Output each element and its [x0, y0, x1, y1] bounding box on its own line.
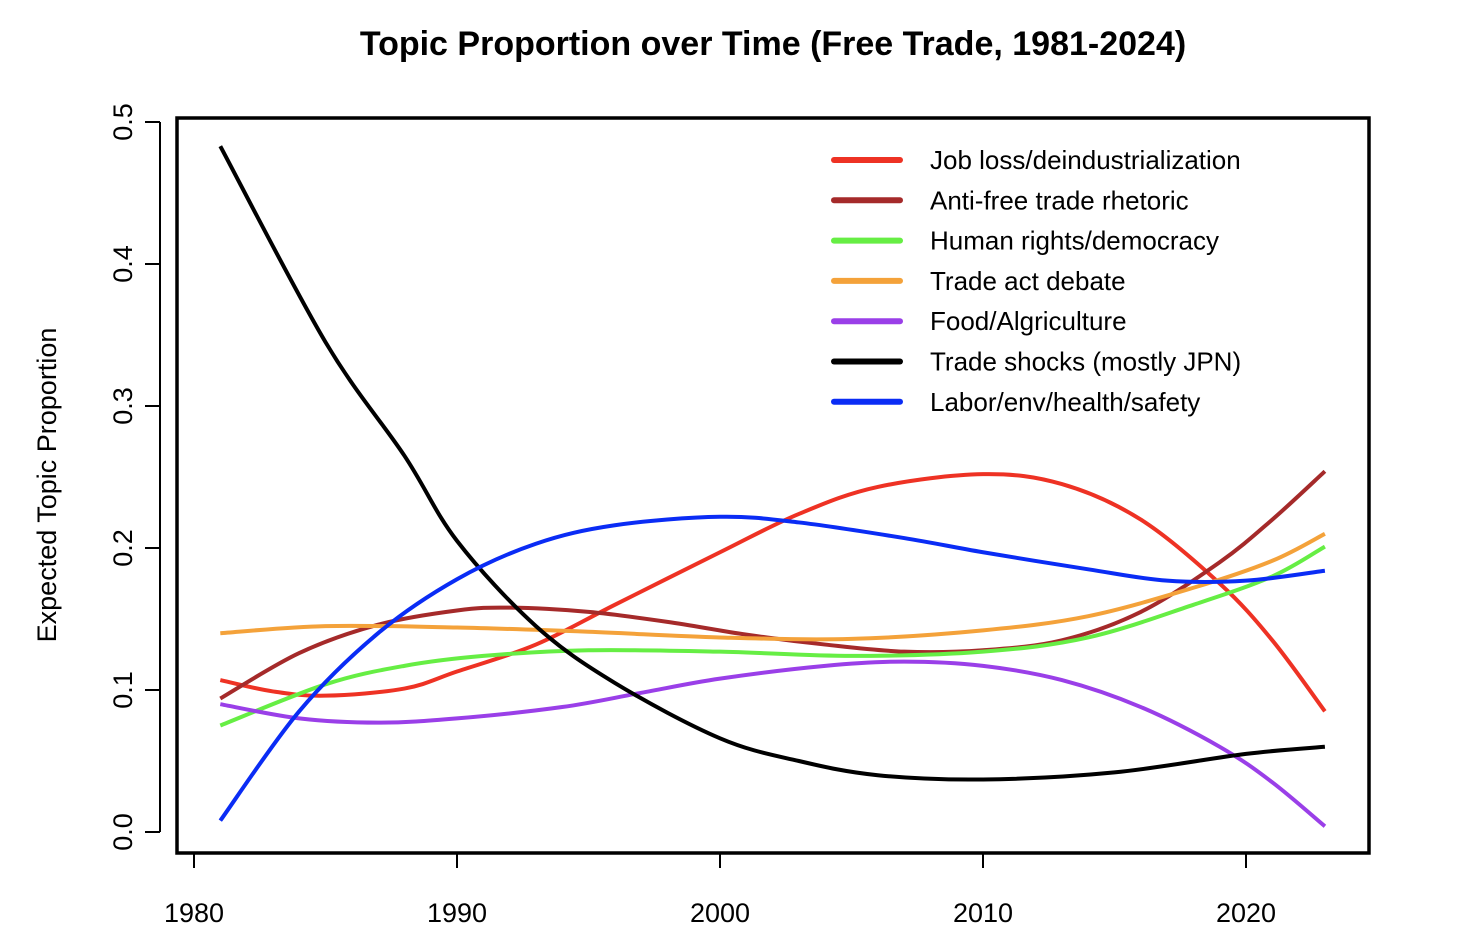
legend-label: Food/Algriculture: [930, 306, 1127, 336]
legend-label: Job loss/deindustrialization: [930, 145, 1241, 175]
y-tick-label: 0.1: [108, 671, 138, 709]
series-line-trade-act-debate: [220, 532, 1326, 642]
series-line-trade-shocks-mostly-jpn: [218, 145, 1326, 782]
x-tick-label: 1990: [427, 898, 487, 928]
x-tick-label: 2020: [1216, 898, 1276, 928]
series-line-food-algriculture: [219, 659, 1327, 828]
y-tick-label: 0.3: [108, 387, 138, 425]
series-lines: [218, 145, 1327, 828]
series-line-human-rights-democracy: [219, 544, 1326, 728]
y-axis-label: Expected Topic Proportion: [32, 328, 62, 643]
series-line-job-loss-deindustrialization: [219, 472, 1327, 713]
chart-title: Topic Proportion over Time (Free Trade, …: [360, 25, 1186, 63]
y-tick-label: 0.0: [108, 813, 138, 851]
legend-label: Anti-free trade rhetoric: [930, 185, 1189, 215]
legend: Job loss/deindustrialization Anti-free tr…: [831, 145, 1241, 417]
axes: 1980 1990 2000 2010 2020 0.0 0.1 0.2 0.3 0.4 0.5: [108, 103, 1276, 928]
x-tick-label: 2010: [953, 898, 1013, 928]
legend-label: Trade act debate: [930, 266, 1126, 296]
x-tick-label: 1980: [164, 898, 224, 928]
y-tick-label: 0.5: [108, 103, 138, 141]
x-tick-label: 2000: [690, 898, 750, 928]
y-tick-label: 0.4: [108, 245, 138, 283]
y-tick-label: 0.2: [108, 529, 138, 567]
legend-label: Human rights/democracy: [930, 226, 1219, 256]
series-line-anti-free-trade-rhetoric: [219, 469, 1327, 701]
legend-label: Trade shocks (mostly JPN): [930, 347, 1241, 377]
series-line-labor-env-health-safety: [218, 514, 1326, 822]
legend-label: Labor/env/health/safety: [930, 387, 1200, 417]
